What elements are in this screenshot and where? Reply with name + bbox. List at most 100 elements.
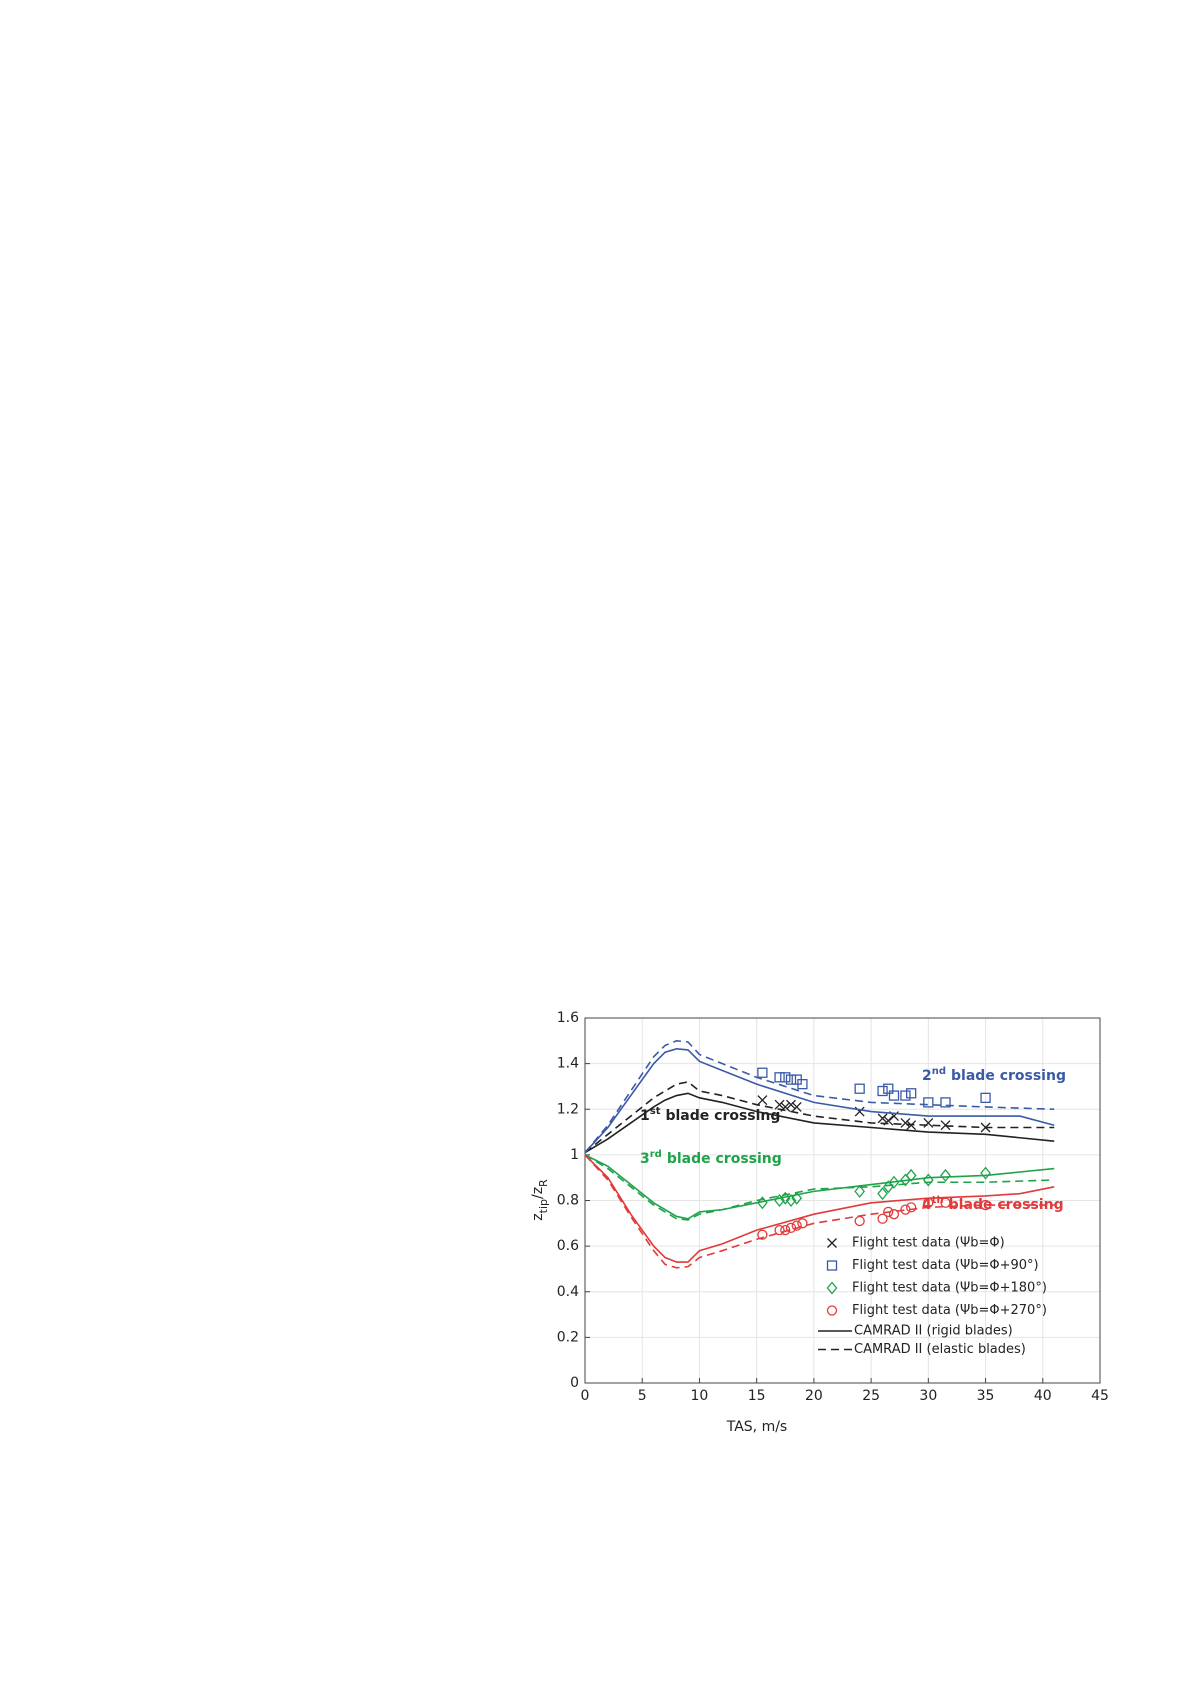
legend-label: Flight test data (Ψb=Φ+90°) bbox=[852, 1258, 1039, 1273]
legend-label: Flight test data (Ψb=Φ) bbox=[852, 1236, 1005, 1251]
flight-point bbox=[888, 1090, 900, 1101]
flight-point bbox=[785, 1193, 797, 1208]
x-axis-label: TAS, m/s bbox=[726, 1419, 787, 1435]
flight-point bbox=[923, 1097, 934, 1108]
flight-point bbox=[980, 1092, 991, 1103]
y-axis-label: ztip/zR bbox=[530, 1179, 550, 1221]
flight-point bbox=[774, 1099, 785, 1110]
flight-point bbox=[797, 1079, 808, 1090]
flight-point bbox=[854, 1106, 865, 1117]
label-sup: th bbox=[932, 1195, 944, 1206]
crossing-label: 2nd blade crossing bbox=[922, 1066, 1066, 1084]
flight-point bbox=[940, 1197, 951, 1208]
flight-point bbox=[854, 1083, 865, 1094]
flight-point bbox=[883, 1083, 894, 1094]
flight-point bbox=[780, 1225, 791, 1236]
flight-point bbox=[877, 1113, 888, 1124]
y-tick-label: 0.2 bbox=[557, 1329, 579, 1345]
flight-point bbox=[854, 1215, 865, 1227]
model-curve bbox=[584, 1154, 1055, 1263]
model-curve bbox=[584, 1154, 1055, 1269]
flight-point bbox=[791, 1191, 803, 1205]
flight-point bbox=[791, 1102, 802, 1112]
flight-point bbox=[906, 1088, 917, 1099]
flight-point bbox=[774, 1225, 785, 1236]
label-sup: st bbox=[650, 1106, 661, 1117]
label-number: 2 bbox=[922, 1068, 932, 1084]
flight-point bbox=[888, 1175, 900, 1189]
flight-point bbox=[905, 1168, 917, 1182]
plot-frame bbox=[584, 1017, 1101, 1384]
crossing-label: 3rd blade crossing bbox=[640, 1149, 782, 1167]
flight-point bbox=[940, 1097, 951, 1108]
legend-label: CAMRAD II (elastic blades) bbox=[854, 1342, 1026, 1357]
label-sup: rd bbox=[650, 1149, 662, 1160]
flight-point bbox=[883, 1206, 894, 1218]
y-tick-label: 0 bbox=[570, 1375, 579, 1391]
crossing-label: 4th blade crossing bbox=[922, 1195, 1064, 1213]
flight-point bbox=[900, 1090, 911, 1101]
y-tick-label: 0.4 bbox=[557, 1284, 579, 1300]
flight-point bbox=[877, 1213, 888, 1224]
flight-point bbox=[786, 1099, 796, 1110]
x-tick-label: 40 bbox=[1034, 1388, 1052, 1404]
flight-point bbox=[757, 1196, 768, 1210]
x-tick-label: 30 bbox=[919, 1388, 937, 1404]
crossing-label: 1st blade crossing bbox=[640, 1106, 780, 1124]
flight-point bbox=[900, 1117, 911, 1128]
x-tick-label: 15 bbox=[748, 1388, 766, 1404]
x-tick-label: 0 bbox=[581, 1388, 590, 1404]
flight-point bbox=[888, 1209, 900, 1220]
flight-point bbox=[877, 1187, 888, 1201]
flight-point bbox=[877, 1085, 888, 1097]
flight-point bbox=[757, 1067, 768, 1078]
flight-point bbox=[923, 1117, 934, 1128]
model-curve bbox=[584, 1092, 1055, 1154]
flight-point bbox=[785, 1074, 797, 1085]
flight-point bbox=[980, 1122, 991, 1133]
x-tick-label: 35 bbox=[977, 1388, 995, 1404]
flight-point bbox=[791, 1220, 802, 1231]
legend-marker bbox=[826, 1305, 838, 1316]
x-tick-label: 10 bbox=[691, 1388, 709, 1404]
label-text: blade crossing bbox=[667, 1151, 782, 1167]
y-tick-label: 0.8 bbox=[557, 1193, 579, 1209]
flight-point bbox=[757, 1229, 768, 1240]
x-tick-label: 25 bbox=[862, 1388, 880, 1404]
flight-point bbox=[785, 1222, 797, 1234]
flight-point bbox=[980, 1166, 991, 1180]
flight-point bbox=[980, 1199, 991, 1211]
y-tick-label: 1 bbox=[570, 1147, 579, 1163]
label-number: 3 bbox=[640, 1151, 650, 1167]
y-tick-label: 1.4 bbox=[557, 1056, 579, 1072]
flight-point bbox=[757, 1095, 768, 1106]
flight-point bbox=[779, 1191, 791, 1205]
legend-marker bbox=[826, 1260, 838, 1271]
model-curve bbox=[584, 1081, 1055, 1154]
model-curve bbox=[584, 1154, 1055, 1220]
flight-point bbox=[906, 1120, 917, 1131]
label-number: 4 bbox=[922, 1197, 932, 1213]
label-text: blade crossing bbox=[665, 1108, 780, 1124]
label-sup: nd bbox=[932, 1066, 946, 1077]
flight-point bbox=[780, 1102, 791, 1112]
flight-point bbox=[780, 1072, 791, 1083]
flight-point bbox=[900, 1204, 911, 1215]
legend-label: Flight test data (Ψb=Φ+270°) bbox=[852, 1303, 1047, 1318]
label-text: blade crossing bbox=[951, 1068, 1066, 1084]
model-curve bbox=[584, 1039, 1055, 1154]
flight-point bbox=[923, 1197, 934, 1208]
x-tick-label: 20 bbox=[805, 1388, 823, 1404]
label-text: blade crossing bbox=[949, 1197, 1064, 1213]
flight-point bbox=[774, 1072, 785, 1083]
legend-marker bbox=[826, 1281, 838, 1295]
legend-label: CAMRAD II (rigid blades) bbox=[854, 1324, 1013, 1339]
y-tick-label: 1.2 bbox=[557, 1101, 579, 1117]
flight-point bbox=[922, 1173, 934, 1187]
flight-point bbox=[906, 1202, 917, 1213]
flight-point bbox=[797, 1218, 808, 1229]
flight-point bbox=[854, 1184, 866, 1198]
flight-point bbox=[940, 1168, 951, 1182]
legend-label: Flight test data (Ψb=Φ+180°) bbox=[852, 1281, 1047, 1296]
